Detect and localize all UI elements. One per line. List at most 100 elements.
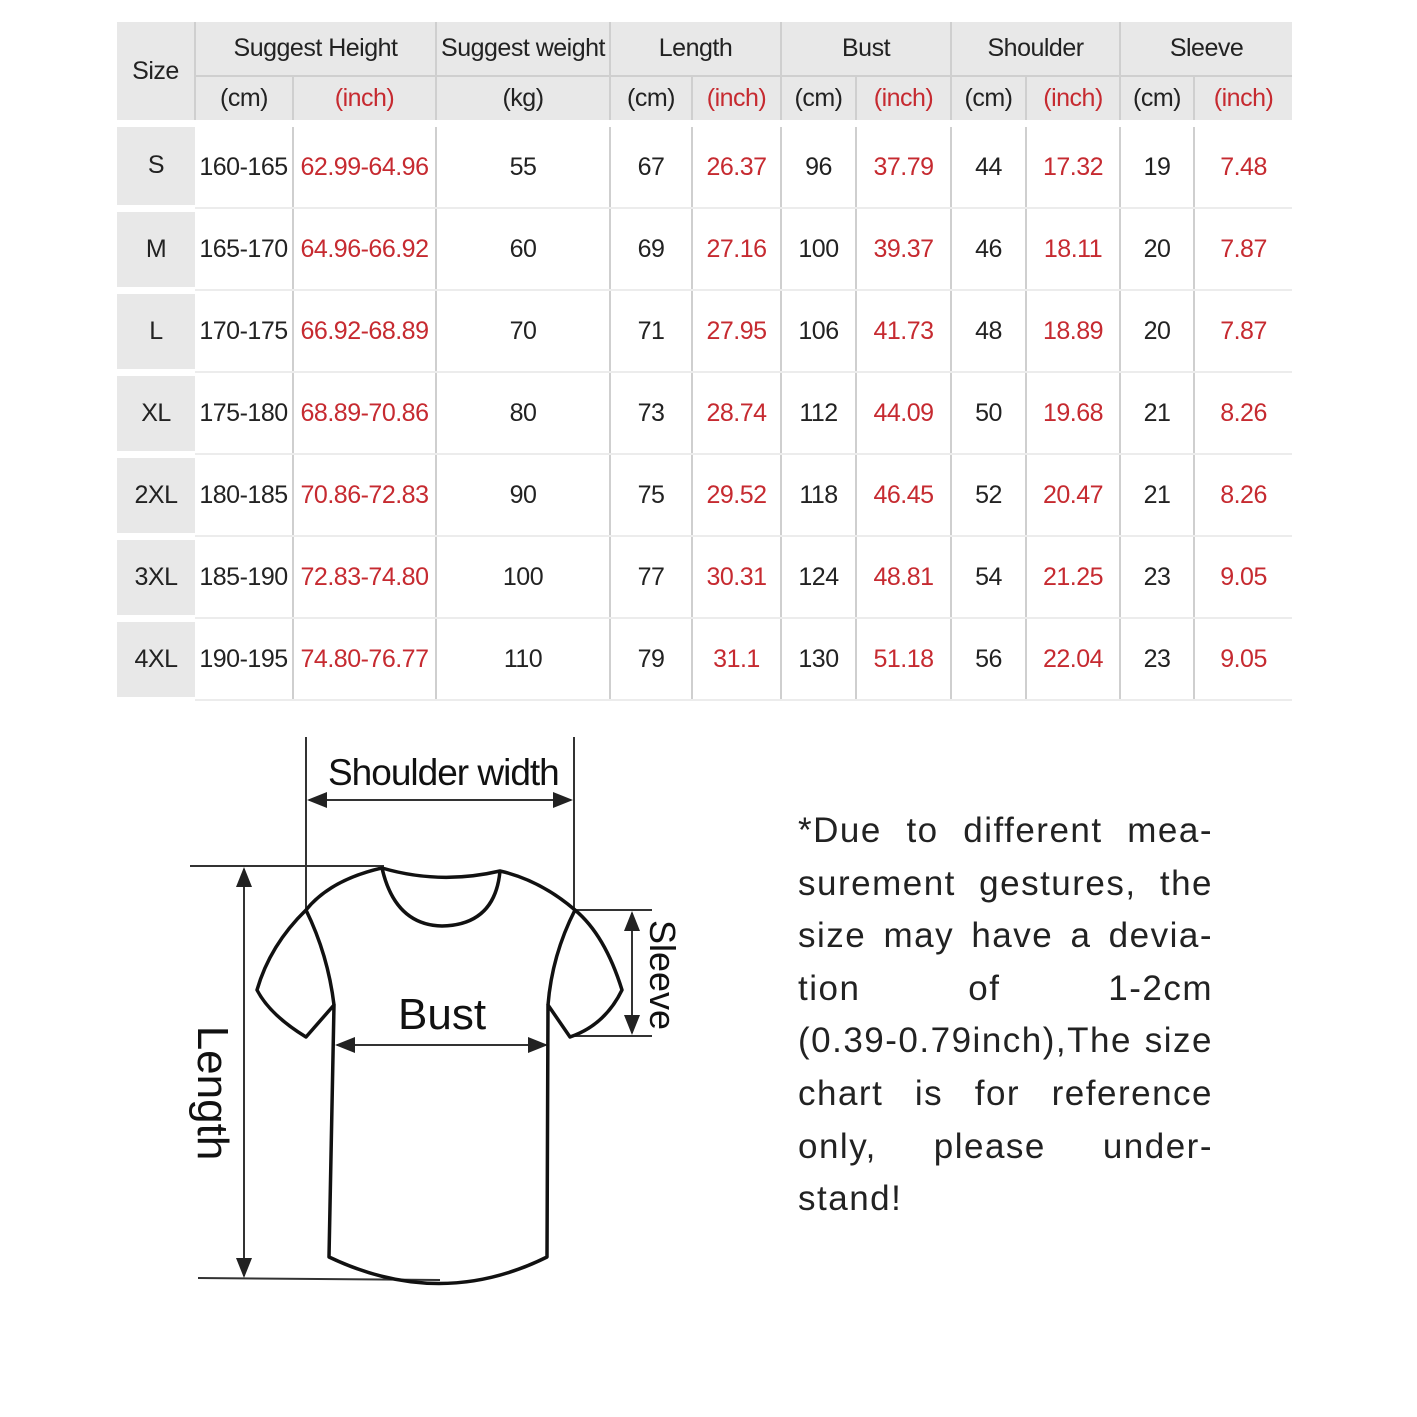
cell-sleeve-inch: 8.26 bbox=[1193, 372, 1293, 455]
cell-bust-cm: 130 bbox=[780, 618, 857, 701]
cell-weight-kg: 70 bbox=[435, 290, 611, 373]
table-row: L 170-175 66.92-68.89 70 71 27.95 106 41.73 48 18… bbox=[117, 290, 1293, 376]
cell-sleeve-inch: 9.05 bbox=[1193, 536, 1293, 619]
cell-bust-inch: 46.45 bbox=[855, 454, 952, 537]
cell-length-cm: 79 bbox=[609, 618, 693, 701]
size-chart-table: Size Suggest Height Suggest weight Lengt… bbox=[117, 22, 1293, 704]
note-line: size may have a devia- bbox=[798, 916, 1213, 956]
cell-bust-inch: 44.09 bbox=[855, 372, 952, 455]
cell-height-cm: 190-195 bbox=[195, 618, 293, 701]
cell-shoulder-cm: 56 bbox=[950, 618, 1027, 701]
cell-sleeve-inch: 9.05 bbox=[1193, 618, 1293, 701]
unit-header: (cm) bbox=[950, 76, 1027, 120]
cell-shoulder-cm: 48 bbox=[950, 290, 1027, 373]
note-line: chart is for reference bbox=[798, 1073, 1213, 1113]
cell-height-inch: 74.80-76.77 bbox=[291, 618, 437, 701]
cell-height-cm: 185-190 bbox=[195, 536, 293, 619]
cell-weight-kg: 90 bbox=[435, 454, 611, 537]
cell-length-inch: 30.31 bbox=[691, 536, 782, 619]
cell-sleeve-cm: 19 bbox=[1119, 127, 1195, 209]
cell-bust-cm: 96 bbox=[780, 127, 857, 209]
header-sleeve: Sleeve bbox=[1119, 22, 1293, 77]
cell-height-cm: 165-170 bbox=[195, 208, 293, 291]
cell-length-inch: 27.16 bbox=[691, 208, 782, 291]
cell-bust-cm: 118 bbox=[780, 454, 857, 537]
cell-size: M bbox=[117, 208, 195, 294]
cell-height-cm: 175-180 bbox=[195, 372, 293, 455]
cell-weight-kg: 80 bbox=[435, 372, 611, 455]
cell-sleeve-cm: 23 bbox=[1119, 536, 1195, 619]
shoulder-width-label: Shoulder width bbox=[328, 752, 560, 793]
cell-height-inch: 66.92-68.89 bbox=[291, 290, 437, 373]
header-size: Size bbox=[117, 22, 195, 120]
cell-shoulder-cm: 44 bbox=[950, 127, 1027, 209]
cell-length-cm: 67 bbox=[609, 127, 693, 209]
cell-size: 3XL bbox=[117, 536, 195, 622]
cell-bust-inch: 51.18 bbox=[855, 618, 952, 701]
table-row: M 165-170 64.96-66.92 60 69 27.16 100 39.37 46 18… bbox=[117, 208, 1293, 294]
cell-height-inch: 64.96-66.92 bbox=[291, 208, 437, 291]
cell-weight-kg: 100 bbox=[435, 536, 611, 619]
cell-shoulder-inch: 17.32 bbox=[1025, 127, 1121, 209]
cell-sleeve-inch: 7.48 bbox=[1193, 127, 1293, 209]
cell-sleeve-inch: 7.87 bbox=[1193, 290, 1293, 373]
cell-sleeve-cm: 21 bbox=[1119, 372, 1195, 455]
cell-size: 4XL bbox=[117, 618, 195, 704]
cell-shoulder-inch: 21.25 bbox=[1025, 536, 1121, 619]
cell-shoulder-cm: 50 bbox=[950, 372, 1027, 455]
unit-header: (inch) bbox=[1025, 76, 1121, 120]
cell-bust-inch: 39.37 bbox=[855, 208, 952, 291]
cell-length-inch: 29.52 bbox=[691, 454, 782, 537]
cell-length-inch: 26.37 bbox=[691, 127, 782, 209]
note-line: only, please under- bbox=[798, 1126, 1213, 1166]
cell-length-inch: 27.95 bbox=[691, 290, 782, 373]
cell-length-cm: 73 bbox=[609, 372, 693, 455]
cell-length-cm: 69 bbox=[609, 208, 693, 291]
header-bust: Bust bbox=[780, 22, 952, 77]
cell-sleeve-cm: 20 bbox=[1119, 290, 1195, 373]
unit-header: (inch) bbox=[1193, 76, 1293, 120]
header-suggest-height: Suggest Height bbox=[193, 22, 437, 77]
cell-shoulder-cm: 52 bbox=[950, 454, 1027, 537]
tshirt-outline bbox=[255, 866, 624, 1286]
table-row: 2XL 180-185 70.86-72.83 90 75 29.52 118 46.45 52… bbox=[117, 454, 1293, 540]
cell-sleeve-inch: 8.26 bbox=[1193, 454, 1293, 537]
cell-sleeve-inch: 7.87 bbox=[1193, 208, 1293, 291]
cell-length-cm: 71 bbox=[609, 290, 693, 373]
unit-header: (cm) bbox=[194, 76, 293, 120]
header-suggest-weight: Suggest weight bbox=[435, 22, 611, 77]
note-line: *Due to different mea- bbox=[798, 811, 1213, 850]
unit-header: (cm) bbox=[609, 76, 693, 120]
cell-length-cm: 75 bbox=[609, 454, 693, 537]
unit-header: (inch) bbox=[291, 76, 437, 120]
cell-bust-cm: 100 bbox=[780, 208, 857, 291]
table-row: S 160-165 62.99-64.96 55 67 26.37 96 37.79 44 17.… bbox=[117, 127, 1293, 212]
cell-height-inch: 68.89-70.86 bbox=[291, 372, 437, 455]
table-row: XL 175-180 68.89-70.86 80 73 28.74 112 44.09 50 1… bbox=[117, 372, 1293, 458]
note-line: tion of 1-2cm bbox=[798, 968, 1213, 1008]
cell-shoulder-cm: 46 bbox=[950, 208, 1027, 291]
note-line: stand! bbox=[798, 1179, 903, 1219]
unit-header: (cm) bbox=[1119, 76, 1195, 120]
cell-height-inch: 62.99-64.96 bbox=[291, 127, 437, 209]
cell-length-inch: 28.74 bbox=[691, 372, 782, 455]
cell-bust-inch: 41.73 bbox=[855, 290, 952, 373]
sleeve-label: Sleeve bbox=[642, 919, 683, 1031]
cell-shoulder-cm: 54 bbox=[950, 536, 1027, 619]
unit-header: (inch) bbox=[855, 76, 952, 120]
note-line: (0.39-0.79inch),The size bbox=[798, 1021, 1213, 1061]
cell-shoulder-inch: 19.68 bbox=[1025, 372, 1121, 455]
cell-bust-inch: 48.81 bbox=[855, 536, 952, 619]
cell-height-inch: 72.83-74.80 bbox=[291, 536, 437, 619]
table-row: 3XL 185-190 72.83-74.80 100 77 30.31 124 48.81 5… bbox=[117, 536, 1293, 622]
table-row: 4XL 190-195 74.80-76.77 110 79 31.1 130 51.18 56… bbox=[117, 618, 1293, 704]
unit-header: (kg) bbox=[435, 76, 611, 120]
note-line: surement gestures, the bbox=[798, 863, 1213, 903]
cell-size: XL bbox=[117, 372, 195, 458]
cell-shoulder-inch: 18.11 bbox=[1025, 208, 1121, 291]
unit-header: (cm) bbox=[780, 76, 857, 120]
cell-length-inch: 31.1 bbox=[691, 618, 782, 701]
cell-bust-inch: 37.79 bbox=[855, 127, 952, 209]
header-shoulder: Shoulder bbox=[950, 22, 1121, 77]
